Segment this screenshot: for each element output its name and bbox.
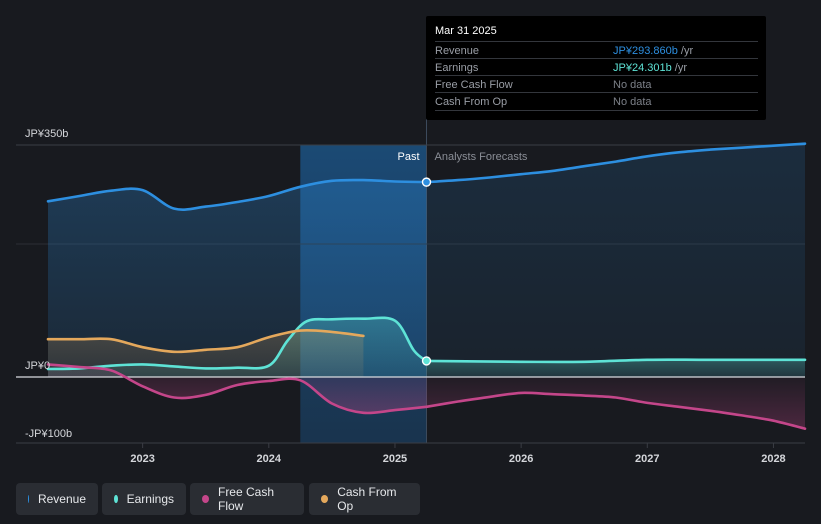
revenue-line-forecast [425, 142, 807, 184]
revenue-marker [421, 177, 432, 187]
earnings-area-forecast [426, 359, 805, 377]
free-cash-flow-line-past [46, 363, 428, 415]
tooltip-value: No data [613, 96, 652, 108]
legend-item-earnings[interactable]: Earnings [102, 483, 186, 515]
legend-label: Revenue [37, 492, 86, 506]
legend-item-cash-from-op[interactable]: Cash From Op [309, 483, 420, 515]
tooltip-label: Revenue [435, 45, 480, 57]
free-cash-flow-area-points [48, 364, 427, 414]
tooltip-row-free-cash-flow: Free Cash Flow No data [435, 75, 758, 93]
free-cash-flow-line-forecast [425, 391, 807, 430]
revenue-dot-icon [28, 495, 29, 503]
tooltip-label: Free Cash Flow [435, 79, 513, 91]
revenue-area-forecast [426, 143, 805, 377]
tooltip-row-revenue: Revenue JP¥293.860b /yr [435, 41, 758, 59]
x-tick-label: 2027 [635, 453, 659, 465]
x-tick-label: 2026 [509, 453, 533, 465]
tooltip-label: Cash From Op [435, 96, 508, 108]
cash-from-op-dot-icon [321, 495, 329, 503]
x-tick-label: 2028 [761, 453, 785, 465]
tooltip-value: JP¥24.301b /yr [613, 62, 687, 74]
legend-item-free-cash-flow[interactable]: Free Cash Flow [190, 483, 304, 515]
revenue-line-past [46, 178, 428, 211]
data-tooltip: Mar 31 2025 Revenue JP¥293.860b /yr Earn… [426, 16, 766, 120]
forecast-label: Analysts Forecasts [435, 151, 528, 163]
tooltip-value: JP¥293.860b /yr [613, 45, 694, 57]
earnings-line-past [46, 316, 428, 371]
legend-item-revenue[interactable]: Revenue [16, 483, 98, 515]
x-tick-label: 2024 [257, 453, 282, 465]
x-tick-label: 2023 [130, 453, 154, 465]
legend-label: Earnings [126, 492, 174, 506]
y-tick-label: -JP¥100b [25, 428, 72, 440]
y-tick-label: JP¥0 [25, 360, 50, 372]
earnings-dot-icon [114, 495, 118, 503]
y-tick-label: JP¥350b [25, 128, 68, 140]
tooltip-value: No data [613, 79, 652, 91]
earnings-line-forecast [425, 358, 807, 364]
tooltip-row-cash-from-op: Cash From Op No data [435, 92, 758, 111]
tooltip-label: Earnings [435, 62, 479, 74]
free-cash-flow-dot-icon [202, 495, 209, 503]
tooltip-date: Mar 31 2025 [435, 25, 497, 37]
tooltip-row-earnings: Earnings JP¥24.301b /yr [435, 58, 758, 76]
cash-from-op-line-past [46, 328, 365, 354]
legend-label: Cash From Op [337, 485, 397, 513]
legend-label: Free Cash Flow [217, 485, 275, 513]
x-tick-label: 2025 [383, 453, 407, 465]
financial-chart: JP¥350b JP¥0 -JP¥100b 2023 2024 2025 2026 2027 2… [16, 20, 807, 465]
free-cash-flow-area-forecast [426, 377, 805, 429]
earnings-marker [421, 356, 432, 366]
past-label: Past [397, 151, 419, 163]
